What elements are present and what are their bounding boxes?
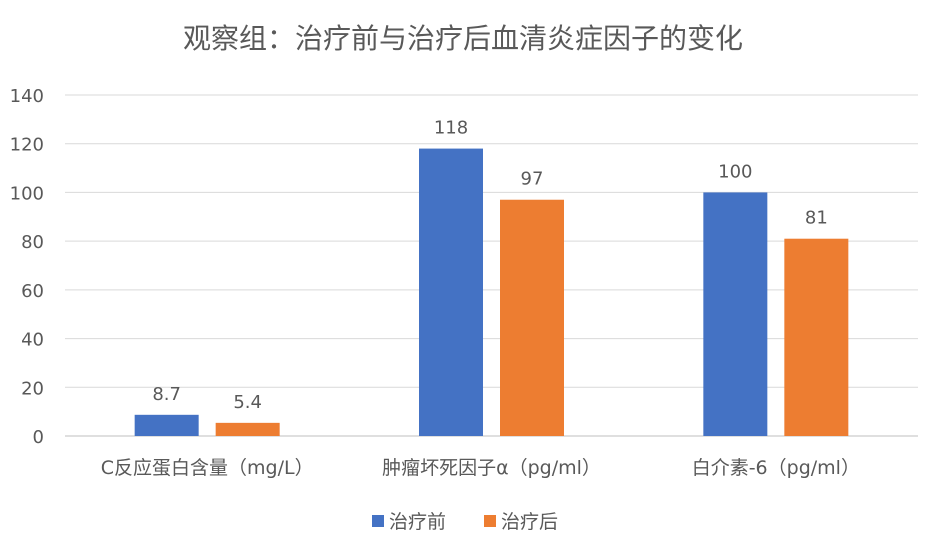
legend: 治疗前 治疗后 <box>372 511 558 533</box>
chart-title: 观察组：治疗前与治疗后血清炎症因子的变化 <box>183 22 743 55</box>
gridlines <box>65 94 918 437</box>
x-tick-label: 白介素-6（pg/ml） <box>692 457 860 479</box>
data-label: 8.7 <box>152 384 181 405</box>
y-tick-label: 60 <box>21 281 44 302</box>
bar-after <box>215 422 280 436</box>
y-tick-label: 100 <box>10 183 44 204</box>
bar-before <box>134 414 199 436</box>
data-label: 118 <box>434 118 468 139</box>
bar-before <box>419 148 483 437</box>
y-tick-label: 20 <box>21 378 44 399</box>
data-label: 97 <box>521 169 544 190</box>
bar-after <box>500 199 564 436</box>
y-tick-label: 40 <box>21 330 44 351</box>
bar-before <box>703 192 768 436</box>
y-tick-label: 80 <box>21 232 44 253</box>
y-tick-label: 120 <box>10 135 44 156</box>
legend-label: 治疗后 <box>501 511 558 533</box>
y-tick-label: 0 <box>33 427 44 448</box>
y-axis: 0 20 40 60 80 100 120 140 <box>10 86 44 448</box>
bar-after <box>784 238 849 436</box>
x-axis: C反应蛋白含量（mg/L） 肿瘤坏死因子α（pg/ml） 白介素-6（pg/ml） <box>101 457 860 479</box>
y-tick-label: 140 <box>10 86 44 107</box>
x-tick-label: C反应蛋白含量（mg/L） <box>101 457 314 479</box>
data-label: 5.4 <box>233 392 262 413</box>
legend-swatch <box>372 515 384 527</box>
data-label: 81 <box>805 208 828 229</box>
legend-swatch <box>484 515 496 527</box>
bars: 8.7 5.4 118 97 100 81 <box>134 118 849 437</box>
x-tick-label: 肿瘤坏死因子α（pg/ml） <box>382 457 601 479</box>
legend-label: 治疗前 <box>389 511 446 533</box>
data-label: 100 <box>718 161 752 182</box>
